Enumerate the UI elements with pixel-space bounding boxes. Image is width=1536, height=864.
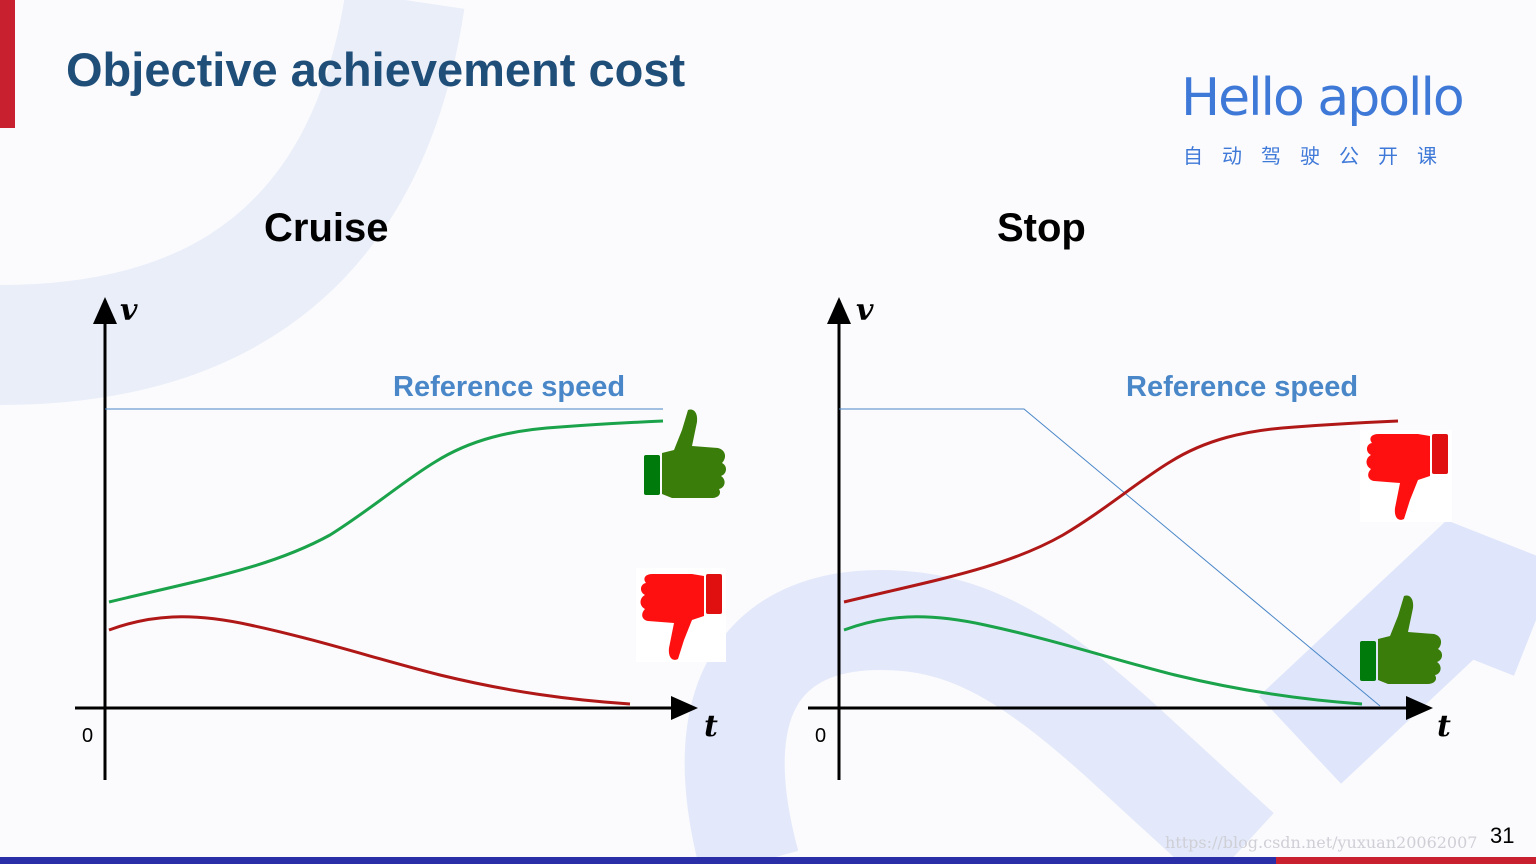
stop-reference-line xyxy=(839,408,1381,707)
cruise-reference-label: Reference speed xyxy=(393,371,625,403)
cruise-bad-curve xyxy=(108,615,631,706)
thumbs-down-icon xyxy=(1360,430,1452,522)
stop-good-curve xyxy=(843,615,1363,706)
stop-panel-title: Stop xyxy=(997,206,1086,250)
bottom-bar-accent xyxy=(1276,857,1536,864)
thumbs-up-icon xyxy=(644,409,727,498)
bottom-bar xyxy=(0,857,1536,864)
watermark: https://blog.csdn.net/yuxuan20062007 xyxy=(1165,833,1478,852)
cruise-diagram: v t 0 Reference speed xyxy=(75,293,727,780)
stop-bad-curve xyxy=(843,419,1399,604)
thumbs-down-icon xyxy=(636,568,726,662)
cruise-origin-label: 0 xyxy=(82,725,93,747)
cruise-x-axis-label: t xyxy=(704,709,718,744)
cruise-y-axis-label: v xyxy=(120,293,138,328)
accent-bar xyxy=(0,0,15,128)
cruise-panel-title: Cruise xyxy=(264,206,389,250)
page-number: 31 xyxy=(1490,823,1515,848)
cruise-good-curve xyxy=(108,419,664,604)
stop-diagram: v t 0 Reference speed xyxy=(808,293,1452,780)
stop-y-axis-label: v xyxy=(856,293,874,328)
thumbs-up-icon xyxy=(1360,595,1443,684)
stop-reference-label: Reference speed xyxy=(1126,371,1358,403)
hello-apollo-logo: Hello apollo xyxy=(1181,68,1465,128)
slide-title: Objective achievement cost xyxy=(66,43,686,96)
stop-origin-label: 0 xyxy=(815,725,826,747)
logo-subtitle: 自动驾驶公开课 xyxy=(1183,144,1456,168)
stop-x-axis-label: t xyxy=(1437,709,1451,744)
